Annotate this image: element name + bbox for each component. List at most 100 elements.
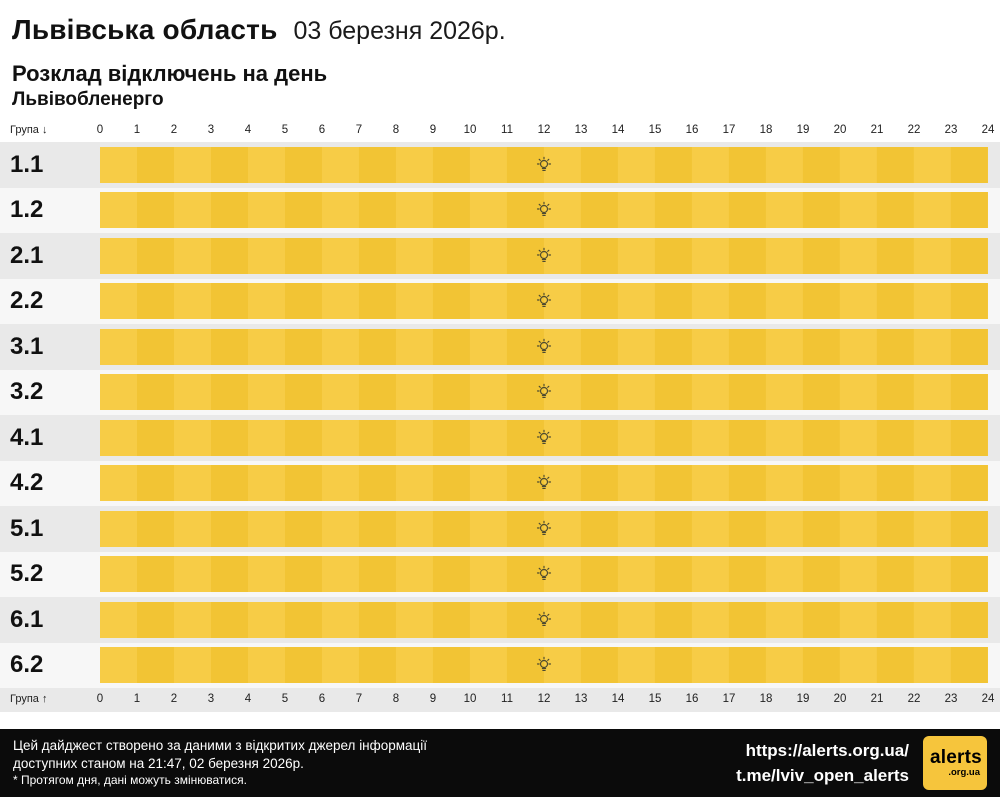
hour-tick-label: 13 xyxy=(574,124,588,136)
footer-bar: Цей дайджест створено за даними з відкри… xyxy=(0,729,1000,797)
footer-links: https://alerts.org.ua/ t.me/lviv_open_al… xyxy=(736,738,909,789)
hour-tick-label: 10 xyxy=(463,124,477,136)
power-on-bar xyxy=(100,419,988,456)
schedule-bar-area xyxy=(100,506,988,552)
hour-tick-label: 23 xyxy=(944,124,958,136)
schedule-row: 4.1 xyxy=(0,415,1000,461)
group-label: 1.2 xyxy=(10,196,44,224)
power-on-bar xyxy=(100,237,988,274)
footer-disclaimer: Цей дайджест створено за даними з відкри… xyxy=(13,737,736,788)
logo-text: alerts xyxy=(930,746,982,768)
group-axis-label-top: Група ↓ xyxy=(10,124,48,136)
disclaimer-line-3: * Протягом дня, дані можуть змінюватися. xyxy=(13,772,247,787)
power-on-bar xyxy=(100,647,988,684)
schedule-row: 2.2 xyxy=(0,278,1000,324)
outage-schedule-chart: Група ↓ 0 1 2 3 4 5 6 7 8 9 10 11 12 13 14 15 16 17 18 19 20… xyxy=(0,119,1000,712)
schedule-row: 1.2 xyxy=(0,187,1000,234)
bulb-icon xyxy=(536,247,552,265)
hour-tick-label: 17 xyxy=(722,693,736,705)
hour-tick-label: 11 xyxy=(501,124,513,136)
schedule-row: 1.1 xyxy=(0,142,1000,188)
hour-tick-label: 17 xyxy=(722,124,736,136)
schedule-bar-area xyxy=(100,415,988,461)
hour-tick-label: 14 xyxy=(611,693,625,705)
hour-tick-label: 21 xyxy=(870,124,884,136)
hour-tick-label: 5 xyxy=(281,124,289,136)
power-on-bar xyxy=(100,556,988,593)
hour-tick-label: 8 xyxy=(392,124,400,136)
schedule-rows: 1.1 1.2 2.1 2.2 3.1 3.2 4.1 4.2 5.1 5.2 6.1 6.2 xyxy=(0,142,1000,688)
schedule-row: 6.2 xyxy=(0,642,1000,689)
hour-tick-label: 18 xyxy=(759,693,773,705)
hour-tick-label: 24 xyxy=(981,124,995,136)
bulb-icon xyxy=(536,156,552,174)
hour-tick-label: 22 xyxy=(907,693,921,705)
group-label: 6.1 xyxy=(10,605,44,633)
hour-tick-label: 4 xyxy=(244,693,252,705)
hour-tick-label: 1 xyxy=(133,693,141,705)
schedule-row: 4.2 xyxy=(0,460,1000,506)
hour-tick-label: 7 xyxy=(355,693,363,705)
group-label: 4.2 xyxy=(10,469,44,497)
region-title: Львівська область xyxy=(12,14,278,45)
hour-tick-label: 10 xyxy=(463,693,477,705)
group-label: 5.2 xyxy=(10,560,44,588)
bulb-icon xyxy=(536,429,552,447)
schedule-row: 5.1 xyxy=(0,506,1000,552)
schedule-bar-area xyxy=(100,324,988,370)
hour-tick-label: 9 xyxy=(429,124,437,136)
bulb-icon xyxy=(536,383,552,401)
group-label: 4.1 xyxy=(10,423,44,451)
group-label: 3.1 xyxy=(10,332,44,360)
schedule-bar-area xyxy=(100,188,988,234)
schedule-row: 3.2 xyxy=(0,369,1000,415)
bulb-icon xyxy=(536,292,552,310)
group-label: 2.1 xyxy=(10,241,44,269)
schedule-date: 03 березня 2026р. xyxy=(293,17,506,45)
power-on-bar xyxy=(100,465,988,502)
bulb-icon xyxy=(536,520,552,538)
hour-tick-label: 8 xyxy=(392,693,400,705)
hour-tick-label: 15 xyxy=(648,124,662,136)
group-label: 3.2 xyxy=(10,378,44,406)
hour-tick-label: 2 xyxy=(170,693,178,705)
group-label: 5.1 xyxy=(10,514,44,542)
power-on-bar xyxy=(100,374,988,411)
power-on-bar xyxy=(100,146,988,183)
provider-name: Львівобленерго xyxy=(12,89,164,110)
schedule-bar-area xyxy=(100,597,988,643)
schedule-row: 2.1 xyxy=(0,233,1000,279)
bulb-icon xyxy=(536,474,552,492)
schedule-bar-area xyxy=(100,552,988,598)
power-on-bar xyxy=(100,192,988,229)
bulb-icon xyxy=(536,611,552,629)
group-label: 6.2 xyxy=(10,651,44,679)
hour-tick-label: 11 xyxy=(501,693,513,705)
hour-tick-label: 6 xyxy=(318,693,326,705)
hour-tick-label: 5 xyxy=(281,693,289,705)
hour-tick-label: 13 xyxy=(574,693,588,705)
bulb-icon xyxy=(536,338,552,356)
hour-tick-label: 4 xyxy=(244,124,252,136)
hour-tick-label: 3 xyxy=(207,124,215,136)
page-subtitle: Розклад відключень на день xyxy=(12,61,328,86)
hour-tick-label: 19 xyxy=(796,124,810,136)
hour-ticks-bottom: 0 1 2 3 4 5 6 7 8 9 10 11 12 13 14 15 16 17 18 19 20 21 22 23 24 xyxy=(97,693,995,707)
schedule-bar-area xyxy=(100,142,988,188)
hour-tick-label: 2 xyxy=(170,124,178,136)
group-axis-label-bottom: Група ↑ xyxy=(10,693,48,705)
power-on-bar xyxy=(100,328,988,365)
schedule-bar-area xyxy=(100,643,988,689)
group-label: 1.1 xyxy=(10,150,44,178)
hour-tick-label: 20 xyxy=(833,693,847,705)
hour-tick-label: 14 xyxy=(611,124,625,136)
hour-tick-label: 16 xyxy=(685,693,699,705)
hour-tick-label: 1 xyxy=(133,124,141,136)
website-link[interactable]: https://alerts.org.ua/ xyxy=(745,740,909,760)
telegram-link[interactable]: t.me/lviv_open_alerts xyxy=(736,766,909,785)
schedule-row: 5.2 xyxy=(0,551,1000,598)
hour-tick-label: 12 xyxy=(537,693,551,705)
hour-tick-label: 16 xyxy=(685,124,699,136)
hour-tick-label: 24 xyxy=(981,693,995,705)
